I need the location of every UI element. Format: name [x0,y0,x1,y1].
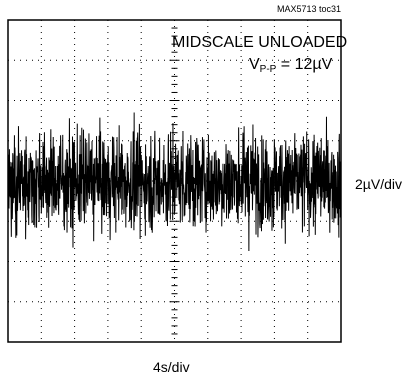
y-axis-label: 2µV/div [355,176,402,192]
vpp-value: = 12µV [276,56,333,73]
vpp-symbol: V [249,56,260,73]
annotation-title: MIDSCALE UNLOADED [172,34,348,51]
noise-trace-line [7,112,342,252]
x-axis-label: 4s/div [153,359,190,375]
figure-id: MAX5713 toc31 [276,4,341,14]
vpp-subscript: P-P [259,64,277,75]
annotation-vpp: VP-P = 12µV [249,56,333,75]
noise-trace [7,112,342,252]
plot-frame [7,19,342,343]
